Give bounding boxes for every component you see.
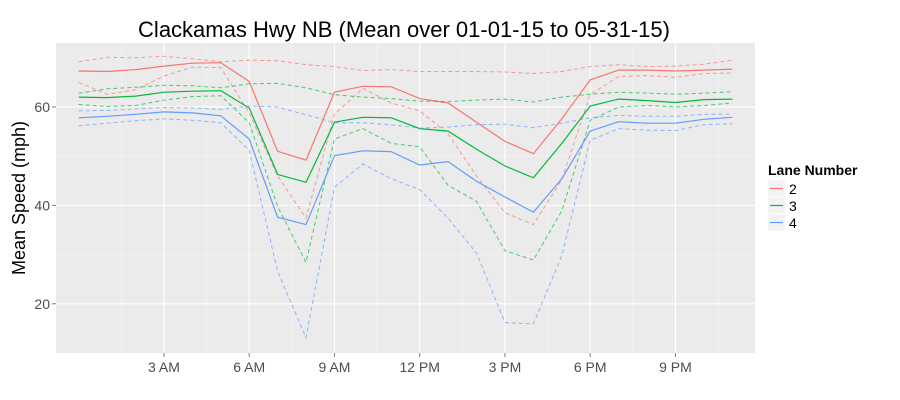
x-tick-label: 9 AM xyxy=(319,359,351,375)
series-layer xyxy=(78,55,733,340)
legend-label: 3 xyxy=(789,198,797,214)
y-tick-label: 40 xyxy=(34,197,50,213)
x-tick-label: 9 PM xyxy=(659,359,692,375)
y-tick-label: 60 xyxy=(34,99,50,115)
series-lane-2 xyxy=(78,55,733,226)
x-tick-label: 12 PM xyxy=(399,359,439,375)
y-axis: 20 40 60 xyxy=(34,99,56,312)
mean-line xyxy=(78,90,733,184)
lower-bound-line xyxy=(78,66,733,226)
series-lane-3 xyxy=(78,82,733,264)
lower-bound-line xyxy=(78,95,733,264)
mean-line xyxy=(78,111,733,226)
y-axis-title: Mean Speed (mph) xyxy=(9,121,29,275)
chart-title: Clackamas Hwy NB (Mean over 01-01-15 to … xyxy=(138,17,670,42)
x-tick-label: 6 PM xyxy=(574,359,607,375)
mean-line xyxy=(78,62,733,161)
legend-title: Lane Number xyxy=(768,162,858,178)
x-tick-label: 3 AM xyxy=(148,359,180,375)
x-tick-label: 3 PM xyxy=(489,359,522,375)
legend-label: 2 xyxy=(789,181,797,197)
legend-label: 4 xyxy=(789,215,797,231)
series-lane-4 xyxy=(78,105,733,340)
x-axis: 3 AM 6 AM 9 AM 12 PM 3 PM 6 PM 9 PM xyxy=(148,353,692,375)
plot-panel xyxy=(56,43,755,353)
legend: Lane Number 234 xyxy=(767,162,858,232)
grid-major xyxy=(56,43,755,353)
grid-minor xyxy=(56,43,755,353)
upper-bound-line xyxy=(78,82,733,103)
upper-bound-line xyxy=(78,105,733,129)
y-tick-label: 20 xyxy=(34,296,50,312)
upper-bound-line xyxy=(78,55,733,75)
x-tick-label: 6 AM xyxy=(233,359,265,375)
